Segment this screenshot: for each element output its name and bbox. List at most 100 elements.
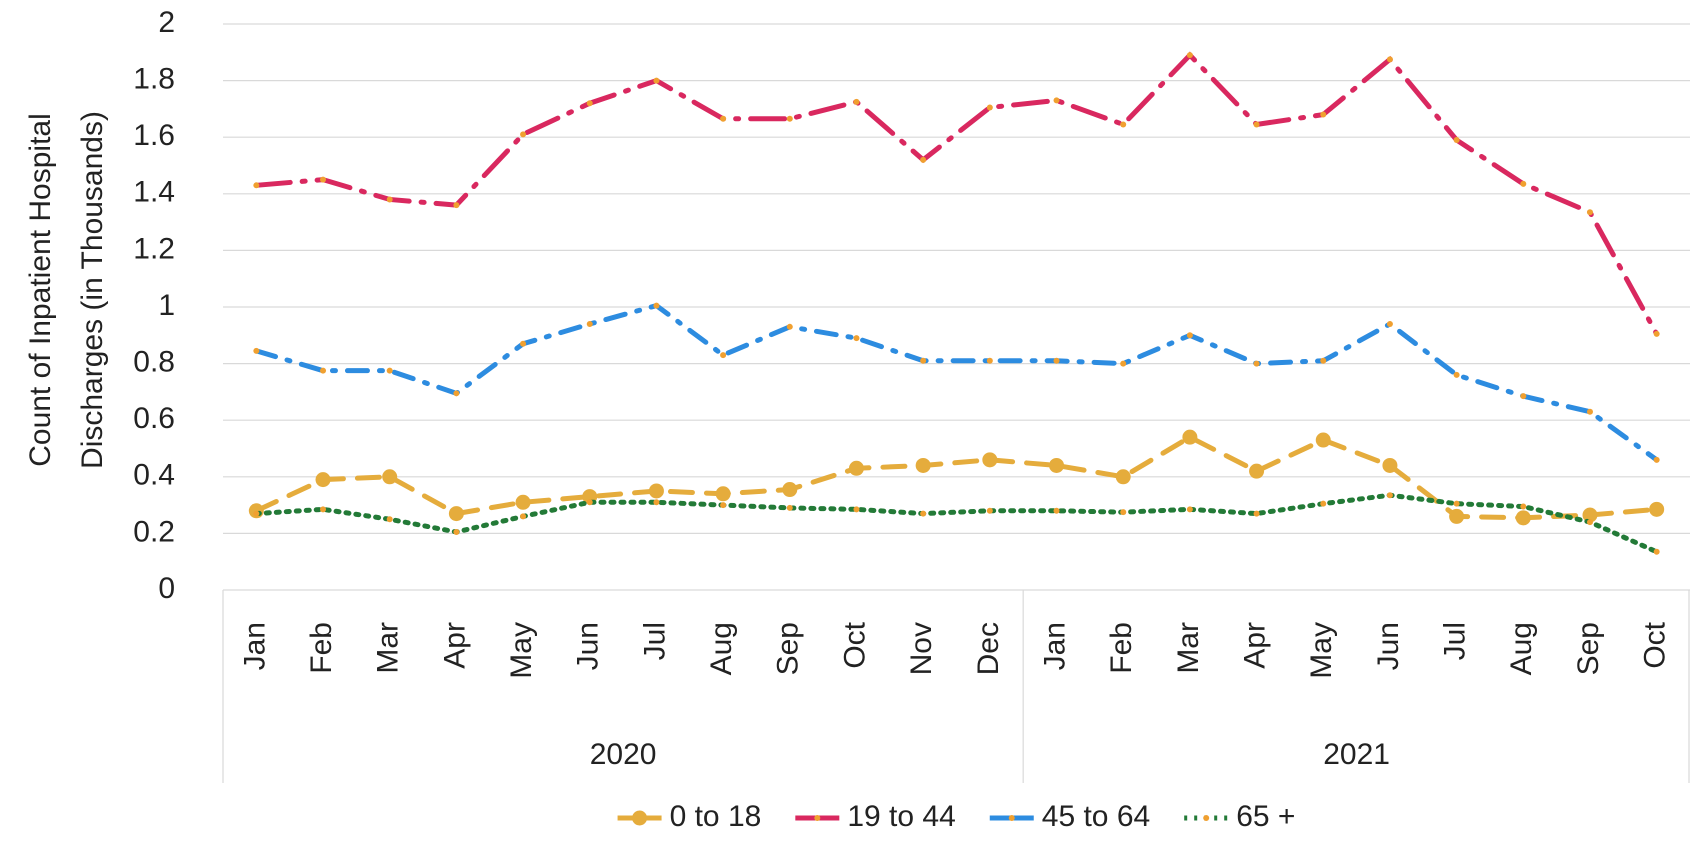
y-tick-label: 1 [158, 289, 175, 322]
data-point [653, 499, 660, 506]
data-point [986, 507, 993, 514]
data-point [586, 499, 593, 506]
data-point [786, 323, 793, 330]
y-tick-label: 0.6 [133, 402, 175, 435]
data-point [653, 77, 660, 84]
data-point [1586, 519, 1593, 526]
x-tick-label: Jan [1038, 622, 1071, 670]
data-point [1386, 320, 1393, 327]
data-point [1653, 330, 1660, 337]
legend: 0 to 18 19 to 44 45 to 64 65 + [617, 800, 1295, 833]
x-tick-label: Apr [438, 622, 471, 669]
data-point [253, 347, 260, 354]
y-tick-label: 0.8 [133, 346, 175, 379]
data-point [986, 357, 993, 364]
data-point [1186, 506, 1193, 513]
data-point [1120, 360, 1127, 367]
data-point [1049, 457, 1065, 473]
data-point [1053, 357, 1060, 364]
data-point [1449, 508, 1465, 524]
x-tick-label: Mar [372, 622, 405, 674]
data-point [453, 390, 460, 397]
data-point [786, 504, 793, 511]
data-point [386, 196, 393, 203]
data-point [1453, 500, 1460, 507]
data-point [1586, 408, 1593, 415]
x-tick-label: Oct [1639, 621, 1672, 668]
y-tick-label: 1.6 [133, 119, 175, 152]
data-point [586, 100, 593, 107]
x-tick-label: May [1305, 622, 1338, 679]
legend-marker [1203, 815, 1210, 821]
data-point [520, 131, 527, 138]
data-point [982, 452, 998, 468]
data-point [448, 506, 464, 522]
y-tick-label: 0.4 [133, 459, 175, 492]
x-group-label: 2020 [590, 738, 657, 771]
data-point [586, 320, 593, 327]
data-point [1115, 469, 1131, 485]
data-point [1515, 510, 1531, 526]
data-point [1120, 121, 1127, 128]
data-point [1320, 111, 1327, 118]
data-point [848, 460, 864, 476]
x-tick-label: Jul [1439, 622, 1472, 660]
data-point [853, 506, 860, 513]
data-point [1053, 507, 1060, 514]
data-point [1120, 509, 1127, 516]
data-point [1186, 52, 1193, 59]
y-tick-label: 2 [158, 6, 175, 39]
x-tick-label: Oct [838, 621, 871, 668]
data-point [853, 98, 860, 105]
y-tick-label: 1.8 [133, 63, 175, 96]
y-tick-label: 1.4 [133, 176, 175, 209]
x-tick-label: May [505, 622, 538, 679]
data-point [1053, 97, 1060, 104]
legend-marker [1008, 815, 1015, 821]
data-point [1520, 180, 1527, 187]
data-point [1653, 548, 1660, 555]
series-line [253, 434, 1660, 521]
data-point [320, 506, 327, 513]
data-point [653, 302, 660, 309]
data-point [1249, 463, 1265, 479]
data-point [915, 457, 931, 473]
data-point [453, 528, 460, 535]
data-point [1453, 137, 1460, 144]
data-point [782, 482, 798, 498]
legend-marker [632, 810, 648, 826]
data-point [1382, 457, 1398, 473]
data-point [1320, 357, 1327, 364]
legend-label: 65 + [1236, 800, 1295, 833]
data-point [1386, 56, 1393, 63]
x-tick-label: Jun [572, 622, 605, 670]
data-point [853, 335, 860, 342]
data-point [1520, 393, 1527, 400]
series-line [253, 302, 1660, 463]
data-point [648, 483, 664, 499]
data-point [315, 472, 331, 488]
y-tick-label: 0 [158, 572, 175, 605]
data-point [253, 182, 260, 189]
data-point [715, 486, 731, 502]
data-point [320, 367, 327, 374]
x-tick-label: Feb [1105, 622, 1138, 674]
x-tick-label: Feb [305, 622, 338, 674]
data-point [1320, 500, 1327, 507]
x-tick-label: Jan [238, 622, 271, 670]
data-point [920, 357, 927, 364]
data-point [720, 352, 727, 359]
data-point [1582, 507, 1598, 523]
y-axis-label: Discharges (in Thousands) [76, 111, 109, 469]
data-point [453, 202, 460, 209]
data-point [253, 510, 260, 517]
data-point [1649, 501, 1665, 517]
data-point [520, 513, 527, 520]
data-point [386, 516, 393, 523]
data-point [515, 494, 531, 510]
y-axis-label: Count of Inpatient Hospital [24, 113, 57, 467]
data-point [1315, 432, 1331, 448]
legend-marker [814, 815, 821, 821]
data-point [986, 104, 993, 111]
x-tick-label: Aug [1505, 622, 1538, 675]
